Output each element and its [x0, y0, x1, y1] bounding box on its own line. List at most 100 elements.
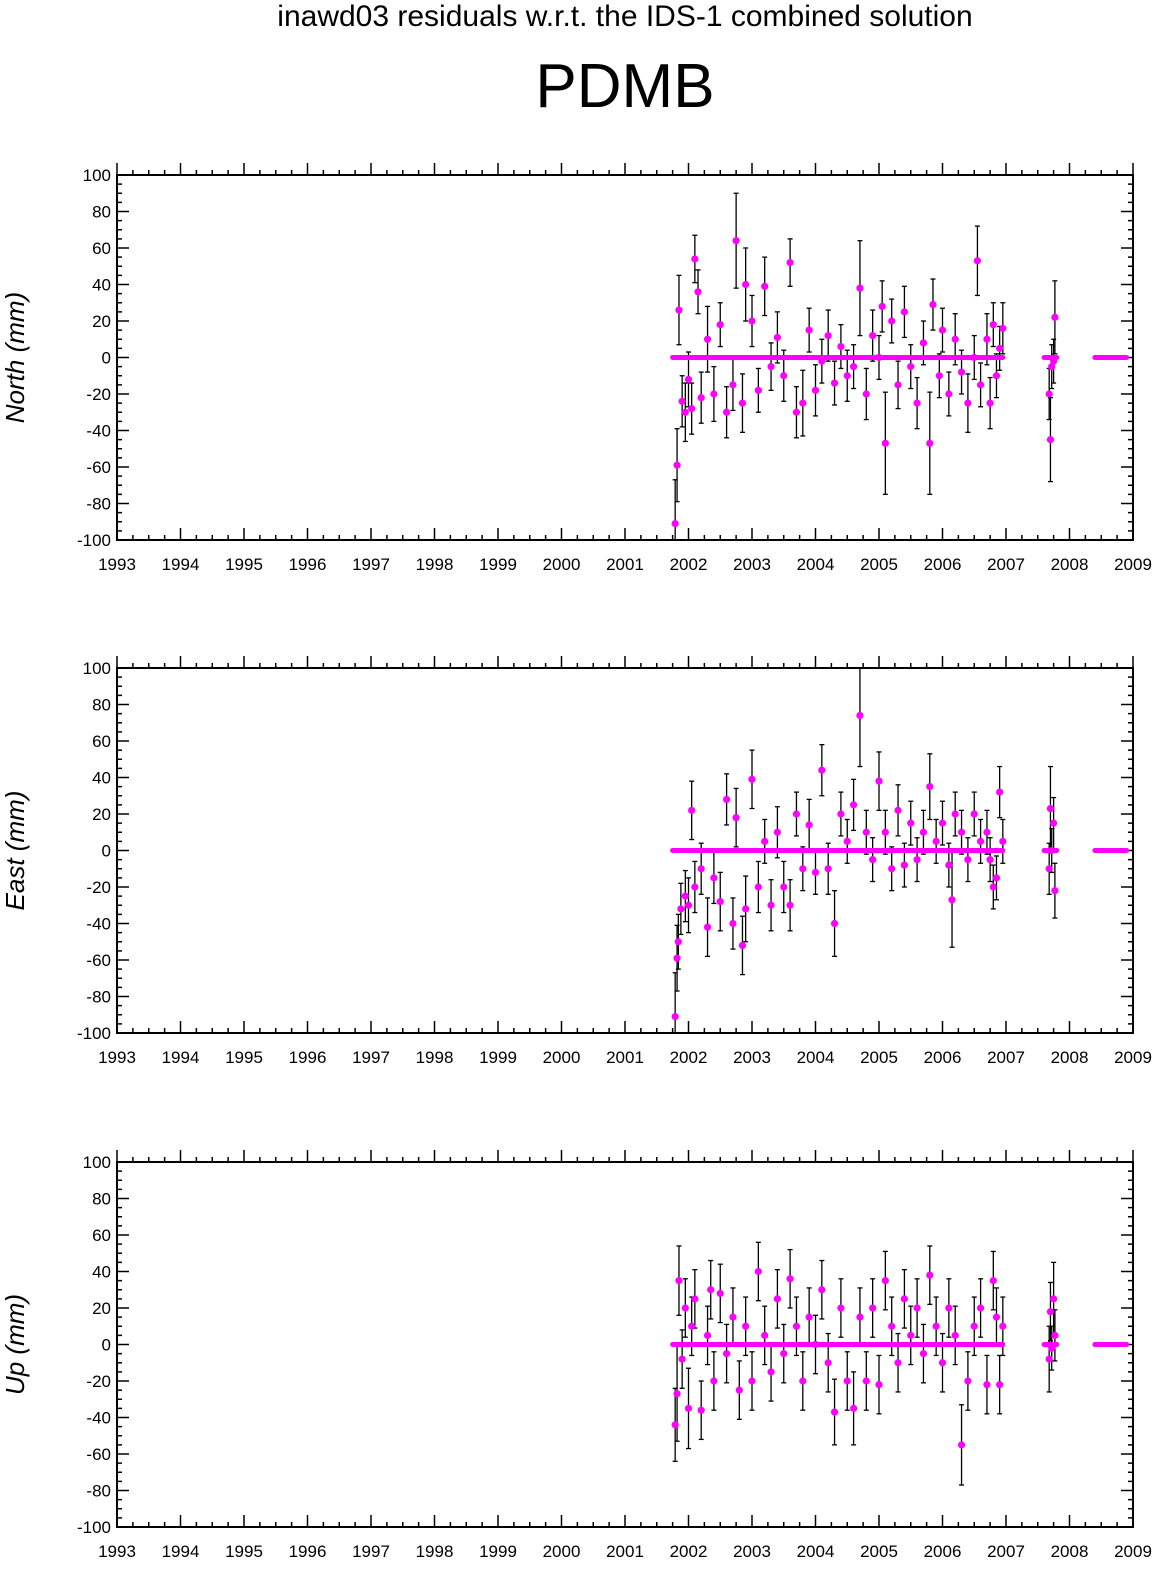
- residual-point: [992, 372, 1001, 380]
- residual-point: [703, 923, 712, 931]
- residual-point: [970, 810, 978, 818]
- x-tick-label: 1995: [225, 1048, 263, 1067]
- residual-point: [818, 357, 826, 365]
- residual-point: [697, 865, 705, 873]
- residual-point: [957, 828, 966, 836]
- residual-point: [824, 1359, 832, 1367]
- y-tick-label: 40: [92, 769, 111, 788]
- y-tick-label: -60: [86, 458, 111, 477]
- residual-point: [935, 372, 943, 380]
- residual-point: [986, 856, 994, 864]
- y-tick-label: 100: [83, 1153, 111, 1172]
- up-panel: 1993 1994 1995 1996 1997 1998 1999 2000 2001 2002…: [0, 1150, 1152, 1561]
- x-tick-label: 2006: [924, 555, 962, 574]
- residual-point: [862, 828, 870, 836]
- residual-point: [792, 810, 801, 818]
- y-tick-label: 20: [92, 1299, 111, 1318]
- residual-point: [964, 399, 972, 407]
- x-tick-label: 1995: [225, 1542, 263, 1561]
- residual-point: [748, 317, 756, 325]
- residual-point: [869, 856, 877, 864]
- x-tick-label: 2008: [1051, 555, 1089, 574]
- x-tick-label: 2004: [797, 1542, 835, 1561]
- residual-point: [996, 1381, 1004, 1389]
- residual-point: [888, 1322, 896, 1330]
- residual-point: [688, 1322, 696, 1330]
- residual-point: [856, 711, 864, 720]
- x-tick-label: 1993: [98, 1542, 136, 1561]
- x-tick-label: 2009: [1114, 1542, 1152, 1561]
- x-tick-label: 2000: [543, 1542, 581, 1561]
- y-tick-label: 0: [102, 1336, 111, 1355]
- x-tick-label: 1999: [479, 555, 517, 574]
- residual-point: [767, 1368, 775, 1376]
- residual-point: [761, 837, 769, 845]
- residual-point: [945, 861, 953, 869]
- y-tick-label: -20: [86, 385, 111, 404]
- residual-point: [732, 814, 740, 822]
- x-tick-label: 1996: [289, 1542, 327, 1561]
- residual-point: [697, 1406, 705, 1414]
- residual-point: [742, 280, 750, 289]
- residual-point: [932, 1322, 940, 1330]
- residual-point: [850, 363, 858, 371]
- residual-point: [799, 399, 807, 407]
- x-tick-label: 1993: [98, 555, 136, 574]
- residual-point: [945, 390, 953, 398]
- residual-point: [964, 856, 972, 864]
- residual-point: [805, 821, 813, 829]
- residual-point: [754, 386, 762, 394]
- residual-point: [811, 1340, 820, 1349]
- residual-point: [983, 335, 991, 343]
- residual-point: [716, 1289, 724, 1297]
- residual-point: [932, 837, 940, 845]
- x-tick-label: 2002: [670, 555, 708, 574]
- x-tick-label: 2008: [1051, 1542, 1089, 1561]
- residual-point: [780, 1350, 788, 1358]
- x-tick-label: 2005: [860, 1542, 898, 1561]
- x-tick-label: 2001: [606, 1048, 644, 1067]
- residual-point: [869, 1304, 877, 1312]
- residual-point: [671, 1421, 679, 1429]
- y-tick-label: -80: [86, 1482, 111, 1501]
- residual-point: [945, 1304, 953, 1312]
- y-tick-label: -80: [86, 495, 111, 514]
- residual-point: [894, 806, 902, 814]
- residual-point: [818, 766, 826, 774]
- x-tick-label: 1998: [416, 555, 454, 574]
- residual-point: [681, 892, 689, 900]
- residual-point: [989, 321, 997, 329]
- y-tick-label: -100: [77, 1518, 111, 1537]
- y-tick-label: 40: [92, 1263, 111, 1282]
- y-tick-label: 40: [92, 276, 111, 295]
- residual-point: [674, 938, 682, 946]
- y-tick-label: 0: [102, 349, 111, 368]
- residual-point: [691, 255, 699, 263]
- x-tick-label: 2004: [797, 555, 835, 574]
- residual-point: [786, 1275, 794, 1283]
- residual-point: [799, 865, 807, 873]
- residual-point: [830, 379, 839, 387]
- residual-point: [989, 1277, 997, 1285]
- residual-point: [723, 1350, 731, 1358]
- north-panel: 1993 1994 1995 1996 1997 1998 1999 2000 2001 2002…: [0, 163, 1152, 574]
- residual-point: [688, 405, 696, 413]
- residual-point: [951, 1331, 959, 1339]
- station-title: PDMB: [535, 52, 715, 121]
- residual-point: [710, 874, 718, 882]
- residual-point: [850, 801, 858, 809]
- x-tick-label: 2003: [733, 1542, 771, 1561]
- x-tick-label: 2001: [606, 555, 644, 574]
- residual-point: [691, 1295, 699, 1303]
- residual-point: [707, 1286, 715, 1294]
- residual-point: [681, 1304, 689, 1312]
- x-tick-label: 2007: [987, 1048, 1025, 1067]
- y-axis-title: North (mm): [0, 292, 30, 423]
- residual-point: [977, 837, 985, 845]
- x-tick-label: 2001: [606, 1542, 644, 1561]
- x-tick-label: 1998: [416, 1542, 454, 1561]
- residual-point: [929, 300, 937, 309]
- x-tick-label: 1996: [289, 1048, 327, 1067]
- residual-point: [996, 788, 1004, 796]
- residual-point: [780, 883, 788, 891]
